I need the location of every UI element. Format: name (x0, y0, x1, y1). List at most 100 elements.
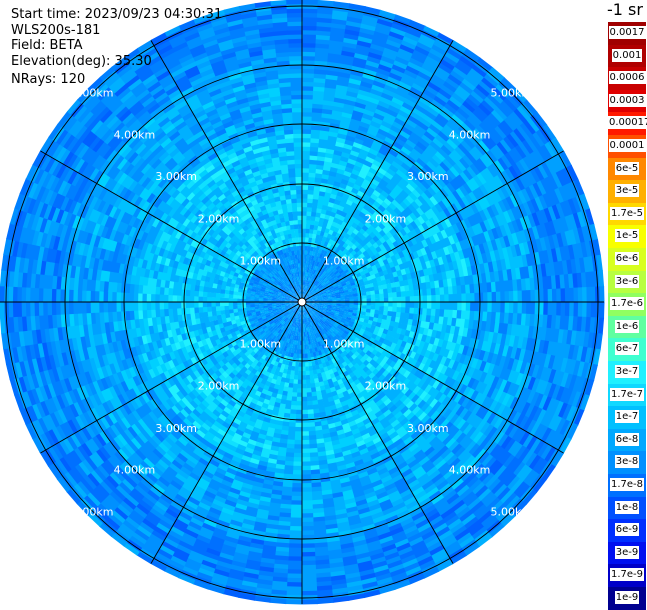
radar-cell (305, 362, 309, 367)
radar-cell (290, 522, 302, 527)
radar-cell (302, 215, 307, 220)
radar-cell (305, 366, 309, 371)
radar-cell (302, 151, 310, 156)
radar-cell (505, 291, 510, 303)
radar-cell (297, 380, 302, 385)
radar-cell (302, 461, 311, 466)
radar-cell (302, 233, 306, 238)
radar-cell (302, 220, 307, 225)
radar-cell (301, 599, 318, 604)
radar-cell (513, 302, 518, 314)
radar-cell (294, 444, 302, 449)
radar-cell (297, 393, 302, 398)
radar-cell (302, 133, 311, 138)
radar-cell (302, 47, 316, 52)
radar-cell (302, 431, 309, 436)
radar-cell (483, 292, 488, 302)
radar-cell (423, 295, 428, 302)
radar-cell (297, 397, 303, 402)
radar-cell (302, 466, 311, 471)
radar-cell (410, 302, 415, 308)
radar-cell (444, 294, 449, 302)
radar-cell (371, 302, 376, 306)
radar-cell (292, 474, 302, 479)
radar-cell (479, 293, 484, 303)
radar-cell (302, 405, 308, 410)
radar-cell (302, 146, 311, 151)
radar-cell (487, 292, 492, 303)
radar-cell (453, 294, 458, 303)
radar-cell (293, 453, 302, 458)
radar-cell (296, 410, 302, 415)
radar-cell (302, 436, 310, 441)
radar-cell (431, 302, 436, 309)
radar-cell (302, 449, 310, 454)
radar-cell (302, 397, 308, 402)
radar-cell (305, 354, 308, 359)
radar-cell (304, 349, 307, 354)
radar-cell (418, 302, 423, 309)
radar-cell (297, 388, 302, 393)
radar-cell (291, 492, 302, 497)
radar-cell (301, 483, 311, 488)
radar-cell (552, 289, 557, 303)
radar-cell (522, 302, 527, 314)
radar-cell (496, 302, 501, 313)
radar-cell (345, 297, 350, 300)
radar-cell (509, 302, 514, 314)
radar-cell (440, 295, 445, 303)
radar-cell (294, 436, 302, 441)
radar-cell (302, 423, 309, 428)
radar-cell (298, 367, 302, 372)
radar-cell (302, 77, 314, 82)
radar-cell (302, 194, 308, 199)
radar-cell (461, 302, 466, 311)
radar-cell (293, 461, 302, 466)
radar-cell (418, 296, 423, 303)
radar-cell (410, 296, 415, 302)
radar-cell (301, 505, 313, 510)
radar-cell (299, 358, 302, 363)
radar-cell (505, 302, 510, 314)
radar-cell (302, 155, 310, 160)
radar-cell (552, 302, 557, 316)
radar-cell (290, 509, 302, 514)
radar-cell (302, 470, 312, 475)
radar-cell (302, 207, 307, 212)
radar-cell (444, 302, 449, 310)
radar-cell (302, 138, 311, 143)
radar-cell (295, 418, 302, 423)
radar-cell (296, 401, 302, 406)
radar-cell (302, 380, 307, 385)
radar-cell (449, 302, 454, 310)
radar-cell (302, 86, 314, 91)
radar-cell (301, 552, 315, 557)
radar-cell (301, 487, 312, 492)
radar-cell (302, 211, 307, 216)
radar-cell (302, 453, 311, 458)
radar-cell (301, 582, 317, 587)
radar-cell (298, 371, 302, 376)
radar-cell (302, 185, 309, 190)
radar-cell (290, 513, 302, 518)
radar-cell (393, 302, 398, 307)
radar-cell (349, 297, 354, 300)
radar-cell (354, 302, 359, 305)
radar-cell (388, 302, 393, 307)
radar-cell (292, 470, 302, 475)
radar-cell (362, 295, 367, 299)
radar-cell (295, 431, 302, 436)
radar-cell (405, 302, 410, 308)
radar-cell (291, 496, 302, 501)
radar-cell (301, 492, 312, 497)
radar-cell (302, 94, 314, 99)
radar-cell (358, 302, 363, 305)
radar-cell (302, 198, 308, 203)
radar-cell (509, 291, 514, 303)
radar-cell (294, 440, 302, 445)
radar-cell (522, 290, 527, 303)
radar-cell (427, 295, 432, 302)
radar-cell (500, 302, 505, 313)
radar-cell (496, 292, 501, 303)
